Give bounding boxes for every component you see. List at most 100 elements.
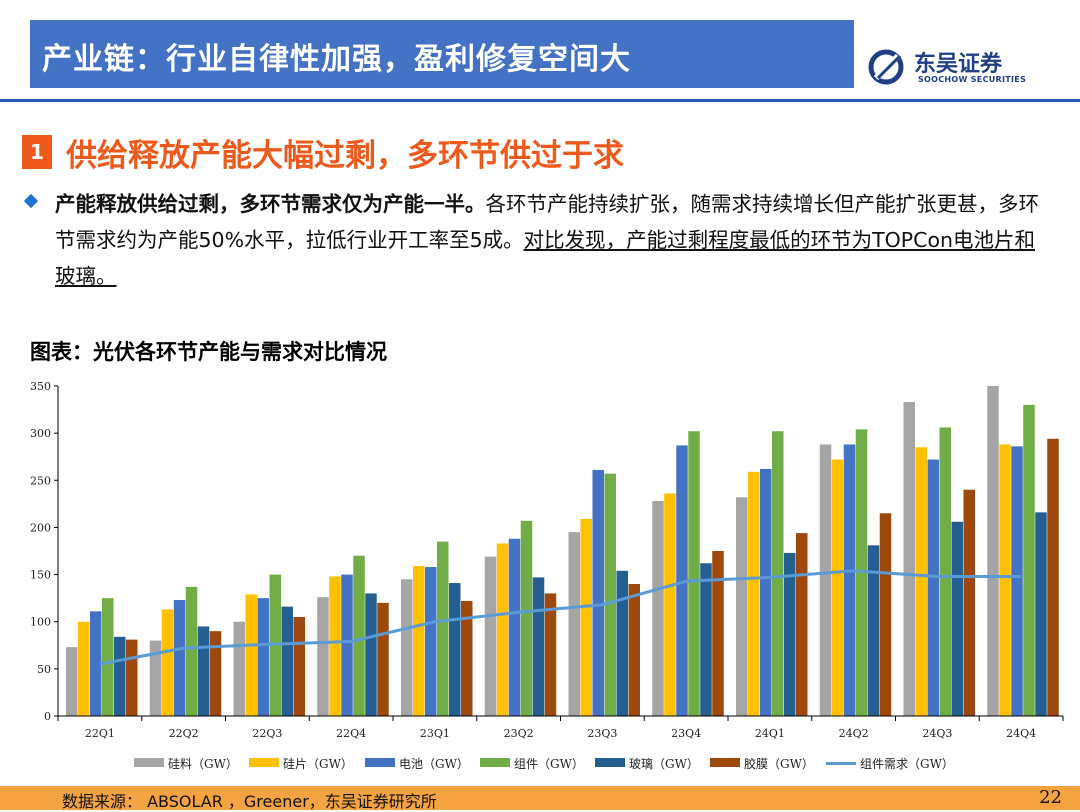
brand-logo: 东吴证券 SOOCHOW SECURITIES [868,44,1038,90]
bar [915,447,927,716]
bar [628,584,640,716]
y-tick-label: 0 [44,710,51,723]
legend-label: 胶膜（GW） [744,757,814,771]
legend-label: 组件（GW） [514,757,584,771]
bar [484,556,497,716]
bar [317,597,329,716]
bar [233,621,245,716]
bar [927,459,939,716]
footer-bar: 数据来源： ABSOLAR ，Greener，东吴证券研究所 22 [0,786,1080,811]
legend-label: 玻璃（GW） [629,757,699,771]
bar [365,593,377,716]
bar [867,545,880,716]
legend-swatch [249,758,279,767]
bar [197,626,210,716]
data-source: 数据来源： ABSOLAR ，Greener，东吴证券研究所 [62,792,437,811]
bullet-normal-text: 各环节产能持续扩张，随需求持续增长但产能扩张更甚，多环节需求约为产能50%水平，… [55,192,1039,252]
legend-swatch [365,758,395,767]
bar [736,497,748,716]
x-tick-label: 24Q3 [922,727,952,740]
bar [149,640,162,716]
header-divider [0,99,1080,102]
bar [401,579,413,716]
legend-label: 电池（GW） [399,757,469,771]
bullet-bold-text: 产能释放供给过剩，多环节需求仅为产能一半。 [55,192,486,216]
bar [652,501,664,716]
bar [987,386,999,716]
bar [604,473,616,716]
bar [437,541,449,716]
bar [580,518,592,716]
bar [341,574,353,716]
legend-swatch [710,758,740,767]
x-tick-label: 22Q3 [252,727,282,740]
section-number-badge: 1 [22,135,52,169]
bar [66,647,78,716]
legend-label: 硅料（GW） [168,757,238,771]
demand-line [99,569,1022,666]
bar [449,583,461,716]
legend-label: 硅片（GW） [283,757,353,771]
x-tick-label: 24Q1 [755,727,785,740]
bar [185,586,198,716]
bar [102,598,114,716]
bar [616,570,628,716]
bar [760,468,772,716]
bar [939,427,951,716]
bar [161,609,174,716]
bar [329,576,341,716]
bar [114,636,126,716]
x-tick-label: 23Q1 [420,727,450,740]
x-tick-label: 23Q3 [587,727,617,740]
bullet-paragraph: 产能释放供给过剩，多环节需求仅为产能一半。各环节产能持续扩张，随需求持续增长但产… [55,186,1055,294]
bar [712,551,724,716]
bar [520,520,533,716]
bar [293,617,305,716]
bar [461,600,473,716]
x-tick-label: 22Q1 [85,727,115,740]
capacity-demand-chart: 0 50 100 150 200 250 300 350 22Q1 22Q2 22Q3 22Q4 23Q… [30,380,1064,740]
y-tick-label: 100 [30,616,51,629]
page-number: 22 [1039,787,1062,808]
chart-title: 图表：光伏各环节产能与需求对比情况 [30,340,387,364]
bar [173,600,186,716]
bar [748,471,760,716]
bar [819,444,832,716]
bar [951,521,963,716]
bar [676,445,688,716]
legend-swatch [595,758,625,767]
bar [496,543,509,716]
bar [209,631,222,716]
bar [784,552,796,716]
bar [413,566,425,716]
bar [796,533,808,716]
bar [245,594,257,716]
bar [544,593,557,716]
section-title: 供给释放产能大幅过剩，多环节供过于求 [66,138,624,174]
bar [999,444,1011,716]
bar [425,567,437,716]
bar [700,563,712,716]
bar [963,489,975,716]
y-tick-label: 150 [30,569,51,582]
x-tick-label: 23Q2 [504,727,534,740]
y-tick-label: 200 [30,521,51,534]
bar [1011,446,1023,716]
y-tick-label: 250 [30,474,51,487]
x-tick-label: 24Q4 [1006,727,1036,740]
bar [281,606,293,716]
bar [532,577,545,716]
bar [1035,512,1047,716]
bar [879,513,892,716]
bar [688,431,700,716]
bar [78,621,90,716]
bar [1047,438,1059,716]
bar [90,611,102,716]
bar [508,538,521,716]
legend-swatch [480,758,510,767]
x-tick-label: 23Q4 [671,727,701,740]
x-tick-label: 22Q2 [169,727,199,740]
bar [377,602,389,716]
bullet-underlined-text: 对比发现，产能过剩程度最低的环节为TOPCon电池片和玻璃。 [55,228,1035,288]
x-tick-label: 22Q4 [336,727,366,740]
